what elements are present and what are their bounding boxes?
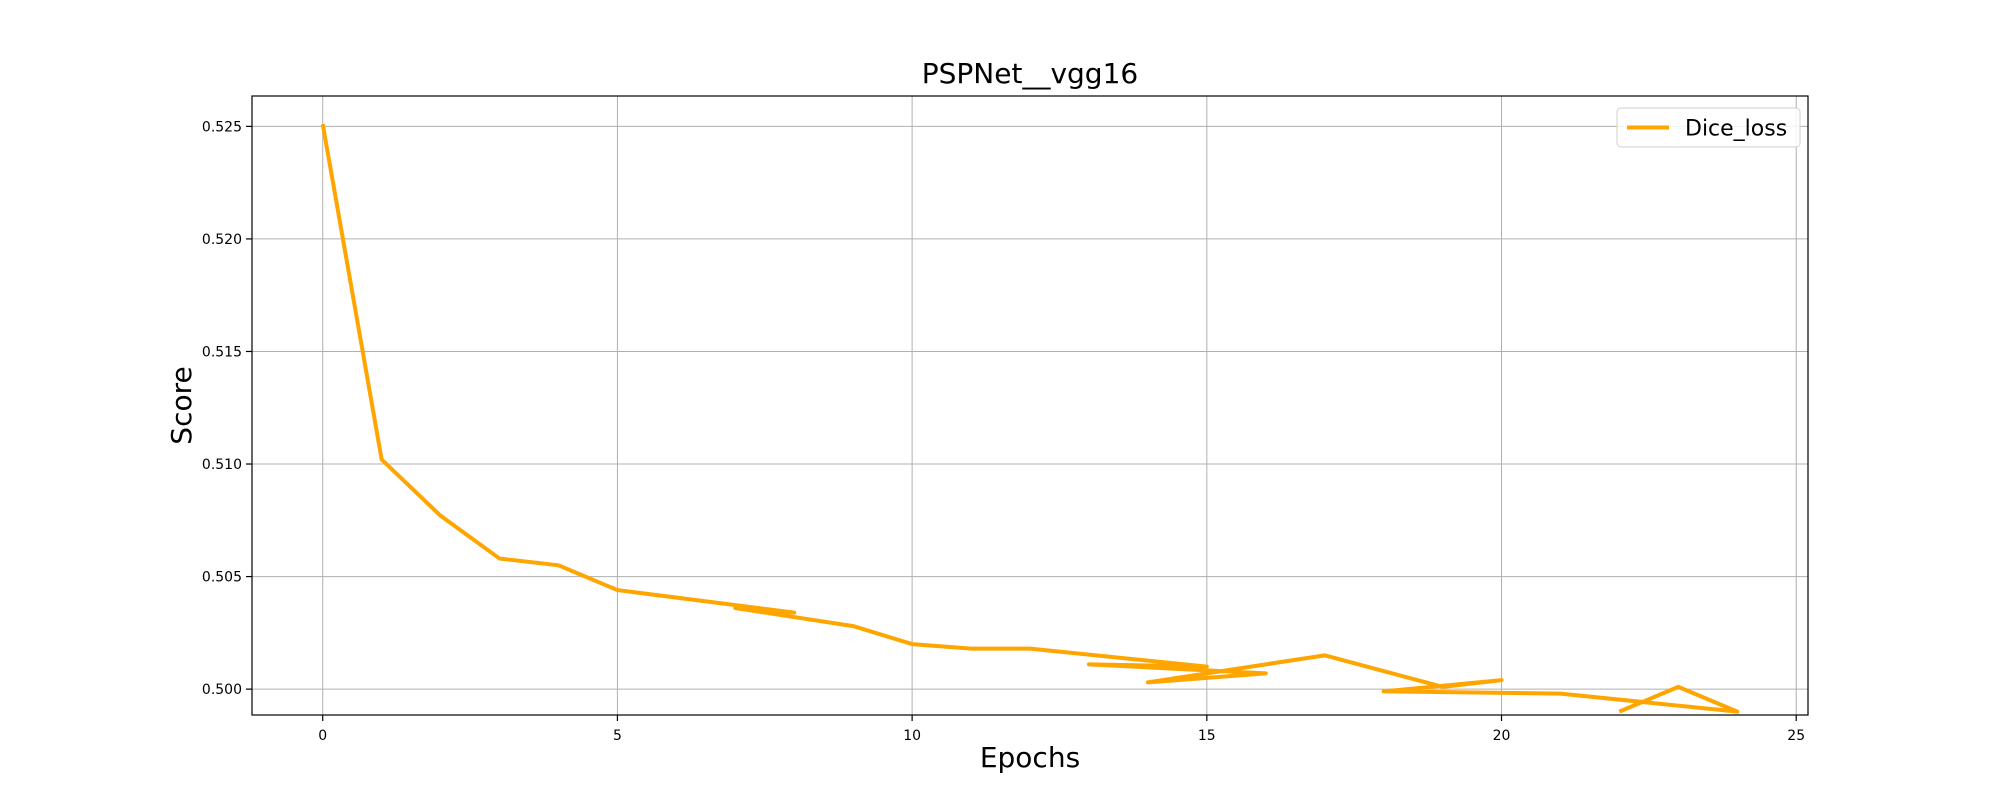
- x-tick-label: 10: [903, 728, 921, 744]
- y-tick-label: 0.510: [202, 457, 242, 473]
- series-layer: [320, 123, 1740, 714]
- y-tick-label: 0.500: [202, 682, 242, 698]
- x-tick-label: 20: [1493, 728, 1511, 744]
- y-tick-label: 0.525: [202, 119, 242, 135]
- x-axis: 0 5 10 15 20 25: [318, 715, 1805, 744]
- legend-box: [1616, 107, 1801, 148]
- series-line-dice-loss: [320, 123, 1740, 714]
- x-axis-label: Epochs: [980, 741, 1080, 774]
- legend: Dice_loss: [1616, 107, 1801, 148]
- y-tick-label: 0.515: [202, 344, 242, 360]
- grid-lines: [252, 96, 1808, 715]
- y-tick-label: 0.505: [202, 570, 242, 586]
- x-tick-label: 25: [1787, 728, 1805, 744]
- x-tick-label: 0: [318, 728, 327, 744]
- chart-title: PSPNet__vgg16: [922, 57, 1138, 90]
- x-tick-label: 5: [613, 728, 622, 744]
- plot-frame: [251, 95, 1809, 716]
- y-tick-label: 0.520: [202, 232, 242, 248]
- legend-label: Dice_loss: [1685, 117, 1787, 142]
- y-axis: 0.500 0.505 0.510 0.515 0.520 0.525: [202, 119, 252, 698]
- y-axis-label: Score: [165, 366, 198, 444]
- x-tick-label: 15: [1198, 728, 1216, 744]
